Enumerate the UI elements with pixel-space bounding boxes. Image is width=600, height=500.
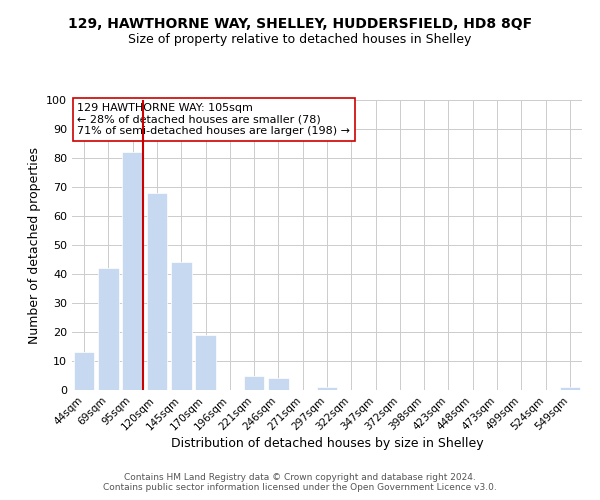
Y-axis label: Number of detached properties: Number of detached properties (28, 146, 41, 344)
Text: 129, HAWTHORNE WAY, SHELLEY, HUDDERSFIELD, HD8 8QF: 129, HAWTHORNE WAY, SHELLEY, HUDDERSFIEL… (68, 18, 532, 32)
Bar (74, 352, 94, 390)
Bar (244, 376, 265, 390)
Bar (268, 378, 289, 390)
Bar (317, 387, 337, 390)
Text: Contains HM Land Registry data © Crown copyright and database right 2024.: Contains HM Land Registry data © Crown c… (124, 472, 476, 482)
Bar (171, 262, 191, 390)
Bar (122, 152, 143, 390)
Bar (146, 193, 167, 390)
Text: 129 HAWTHORNE WAY: 105sqm
← 28% of detached houses are smaller (78)
71% of semi-: 129 HAWTHORNE WAY: 105sqm ← 28% of detac… (77, 103, 350, 136)
Text: Size of property relative to detached houses in Shelley: Size of property relative to detached ho… (128, 32, 472, 46)
Bar (195, 335, 216, 390)
Bar (98, 268, 119, 390)
Bar (560, 387, 580, 390)
Text: Contains public sector information licensed under the Open Government Licence v3: Contains public sector information licen… (103, 484, 497, 492)
X-axis label: Distribution of detached houses by size in Shelley: Distribution of detached houses by size … (170, 438, 484, 450)
